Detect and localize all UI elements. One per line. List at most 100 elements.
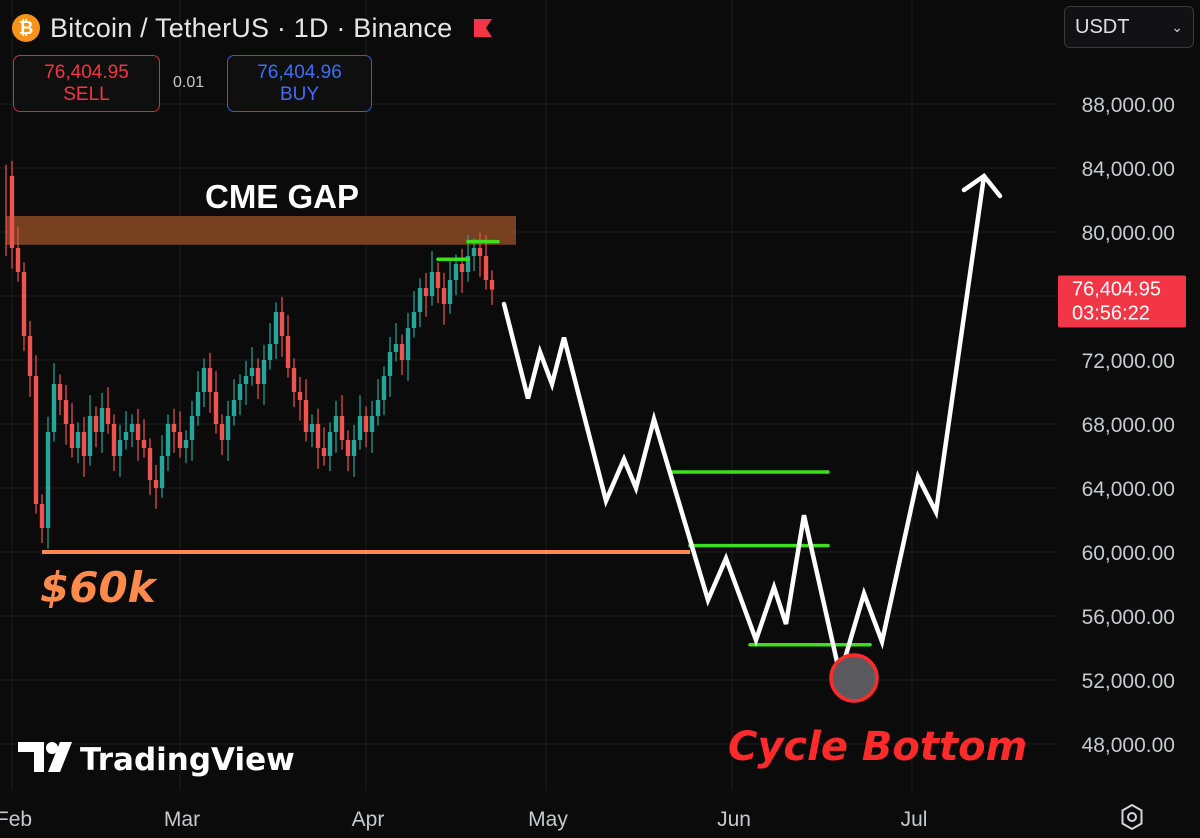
candle — [339, 395, 345, 450]
candle — [261, 344, 267, 405]
candle-body — [477, 248, 483, 256]
candle — [117, 424, 123, 477]
candle-body — [315, 424, 321, 448]
candles — [5, 160, 495, 549]
candle-body — [9, 176, 15, 248]
candle-body — [27, 336, 33, 376]
candle — [51, 363, 57, 442]
price-tag-box — [1058, 275, 1186, 328]
candle-body — [81, 432, 87, 456]
current-price-tag: 76,404.95 03:56:22 — [1058, 275, 1186, 328]
candle — [435, 262, 441, 304]
candle — [285, 315, 291, 378]
candle — [15, 227, 21, 282]
grid-lines — [0, 0, 1058, 790]
candle — [75, 422, 81, 464]
currency-select[interactable]: USDT ⌄ — [1064, 6, 1194, 48]
candle-body — [459, 264, 465, 272]
candle — [219, 414, 225, 456]
candle-body — [219, 424, 225, 440]
candle-body — [375, 400, 381, 416]
buy-button[interactable]: 76,404.96 BUY — [227, 55, 372, 112]
candle — [405, 312, 411, 381]
candle — [171, 408, 177, 453]
candle-body — [249, 368, 255, 376]
candle-body — [99, 408, 105, 432]
candle-body — [297, 392, 303, 400]
candle — [135, 408, 141, 461]
candle-body — [435, 272, 441, 288]
candle-body — [489, 280, 495, 290]
candle-body — [171, 424, 177, 432]
candle-body — [93, 416, 99, 432]
y-tick-label: 52,000.00 — [1082, 670, 1175, 693]
candle — [333, 400, 339, 453]
flag-icon[interactable] — [472, 18, 494, 38]
candle-body — [465, 256, 471, 272]
candle — [369, 400, 375, 453]
candle — [39, 494, 45, 544]
candle — [291, 358, 297, 408]
candle — [165, 414, 171, 472]
candle-body — [33, 376, 39, 504]
candle — [357, 395, 363, 450]
candle — [423, 272, 429, 317]
candle-body — [135, 424, 141, 440]
candle-body — [279, 312, 285, 336]
candle-body — [447, 280, 453, 304]
candle-body — [387, 352, 393, 376]
candle-body — [183, 440, 189, 448]
candle — [381, 366, 387, 416]
x-tick-label: Jun — [717, 808, 751, 831]
candle-body — [393, 344, 399, 352]
candle — [207, 352, 213, 413]
candle-body — [141, 440, 147, 448]
candle — [183, 430, 189, 464]
sell-button[interactable]: 76,404.95 SELL — [13, 55, 160, 112]
tradingview-logo-slash — [48, 742, 72, 772]
cycle-bottom-marker — [829, 653, 879, 703]
x-tick-label: Feb — [0, 808, 32, 831]
candle — [417, 278, 423, 328]
candle — [99, 392, 105, 453]
candle-body — [123, 432, 129, 440]
candle-body — [273, 312, 279, 344]
candle-body — [255, 368, 261, 384]
y-tick-label: 68,000.00 — [1082, 414, 1175, 437]
candle — [393, 323, 399, 362]
buy-label: BUY — [279, 83, 320, 105]
candle — [453, 254, 459, 296]
gear-icon[interactable] — [1117, 802, 1147, 832]
candle-body — [483, 256, 489, 280]
candle-body — [369, 416, 375, 432]
candle — [327, 422, 333, 472]
candle-body — [321, 448, 327, 456]
buy-price: 76,404.96 — [257, 61, 342, 83]
tradingview-logo-mark — [18, 742, 44, 772]
candle-body — [195, 392, 201, 416]
candle — [345, 430, 351, 472]
candle — [321, 427, 327, 466]
candle — [447, 259, 453, 314]
candle-body — [153, 480, 159, 488]
symbol-header[interactable]: ₿ Bitcoin / TetherUS · 1D · Binance — [12, 8, 494, 48]
candle-body — [411, 312, 417, 328]
x-tick-label: Apr — [352, 808, 385, 831]
candle — [123, 411, 129, 450]
candle-body — [117, 440, 123, 456]
candle-body — [69, 424, 75, 448]
candle — [141, 419, 147, 458]
candle-body — [471, 248, 477, 256]
chevron-down-icon: ⌄ — [1171, 18, 1183, 35]
candle-body — [285, 336, 291, 368]
tradingview-logo: TradingView — [18, 742, 295, 778]
candle — [441, 272, 447, 325]
candle — [81, 416, 87, 477]
price-tag-value: 76,404.95 — [1072, 279, 1161, 301]
candle — [9, 160, 15, 269]
y-tick-label: 64,000.00 — [1082, 478, 1175, 501]
sell-price: 76,404.95 — [44, 61, 129, 83]
green-levels — [436, 239, 872, 647]
candle-body — [291, 368, 297, 392]
